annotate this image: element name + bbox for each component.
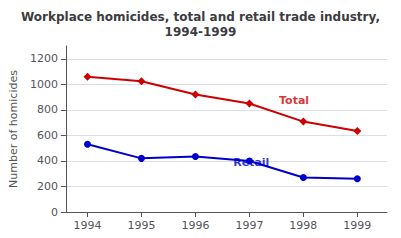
svg-text:Number of homicides: Number of homicides bbox=[7, 70, 20, 188]
svg-text:1994-1999: 1994-1999 bbox=[165, 25, 237, 39]
svg-text:1998: 1998 bbox=[289, 219, 317, 232]
svg-text:1200: 1200 bbox=[30, 52, 58, 65]
svg-text:1997: 1997 bbox=[235, 219, 263, 232]
svg-text:Retail: Retail bbox=[233, 156, 269, 169]
svg-text:800: 800 bbox=[37, 103, 58, 116]
svg-text:Total: Total bbox=[279, 94, 309, 107]
svg-text:Workplace homicides, total and: Workplace homicides, total and retail tr… bbox=[21, 10, 380, 24]
svg-text:400: 400 bbox=[37, 154, 58, 167]
svg-text:200: 200 bbox=[37, 180, 58, 193]
svg-text:1996: 1996 bbox=[181, 219, 209, 232]
svg-text:1995: 1995 bbox=[127, 219, 155, 232]
svg-text:0: 0 bbox=[51, 206, 58, 219]
svg-text:1994: 1994 bbox=[73, 219, 101, 232]
svg-text:1000: 1000 bbox=[30, 78, 58, 91]
svg-text:600: 600 bbox=[37, 129, 58, 142]
svg-text:1999: 1999 bbox=[343, 219, 371, 232]
